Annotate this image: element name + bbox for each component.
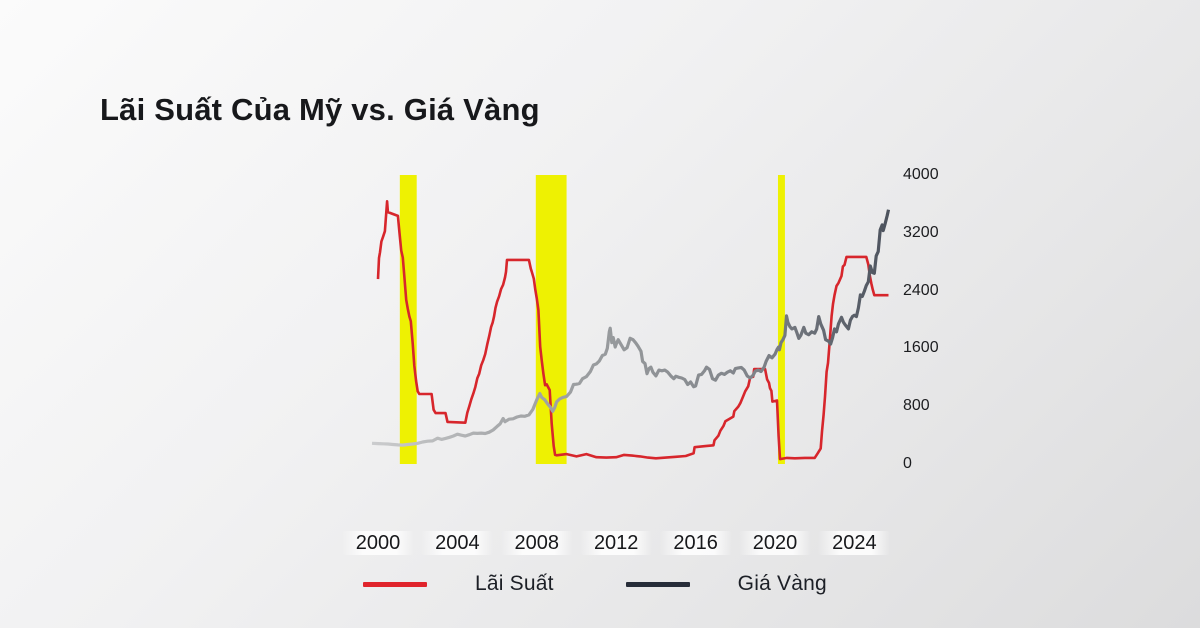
x-tick-label-2008: 2008 — [500, 531, 573, 555]
x-tick-label-2016: 2016 — [659, 531, 732, 555]
recession-band — [399, 175, 417, 464]
x-tick-label-2012: 2012 — [580, 531, 653, 555]
gold-price-line — [371, 209, 891, 447]
y-tick-label-0: 0 — [903, 455, 912, 472]
x-tick-label-2004: 2004 — [421, 531, 494, 555]
x-tick-label-2020: 2020 — [739, 531, 811, 555]
interest-rate-swatch-icon — [363, 581, 427, 587]
y-tick-label-800: 800 — [903, 397, 930, 415]
legend-label-gold-price: Giá Vàng — [737, 572, 827, 595]
y-tick-label-2400: 2400 — [903, 281, 939, 299]
x-tick-label-2000: 2000 — [342, 531, 414, 555]
recession-band — [777, 175, 785, 464]
y-tick-label-4000: 4000 — [903, 166, 939, 183]
legend-item-gold-price[interactable]: Giá Vàng — [625, 572, 827, 596]
x-tick-label-2024: 2024 — [818, 531, 891, 555]
y-tick-label-3200: 3200 — [903, 223, 939, 241]
legend-label-interest-rate: Lãi Suất — [475, 572, 554, 595]
legend: Lãi Suất Giá Vàng — [363, 570, 827, 598]
y-tick-label-1600: 1600 — [903, 339, 939, 357]
gold-price-swatch-icon — [625, 581, 690, 587]
legend-item-interest-rate[interactable]: Lãi Suất — [363, 572, 554, 596]
page-title: Lãi Suất Của Mỹ vs. Giá Vàng — [100, 92, 540, 127]
interest-rate-line — [376, 200, 889, 461]
